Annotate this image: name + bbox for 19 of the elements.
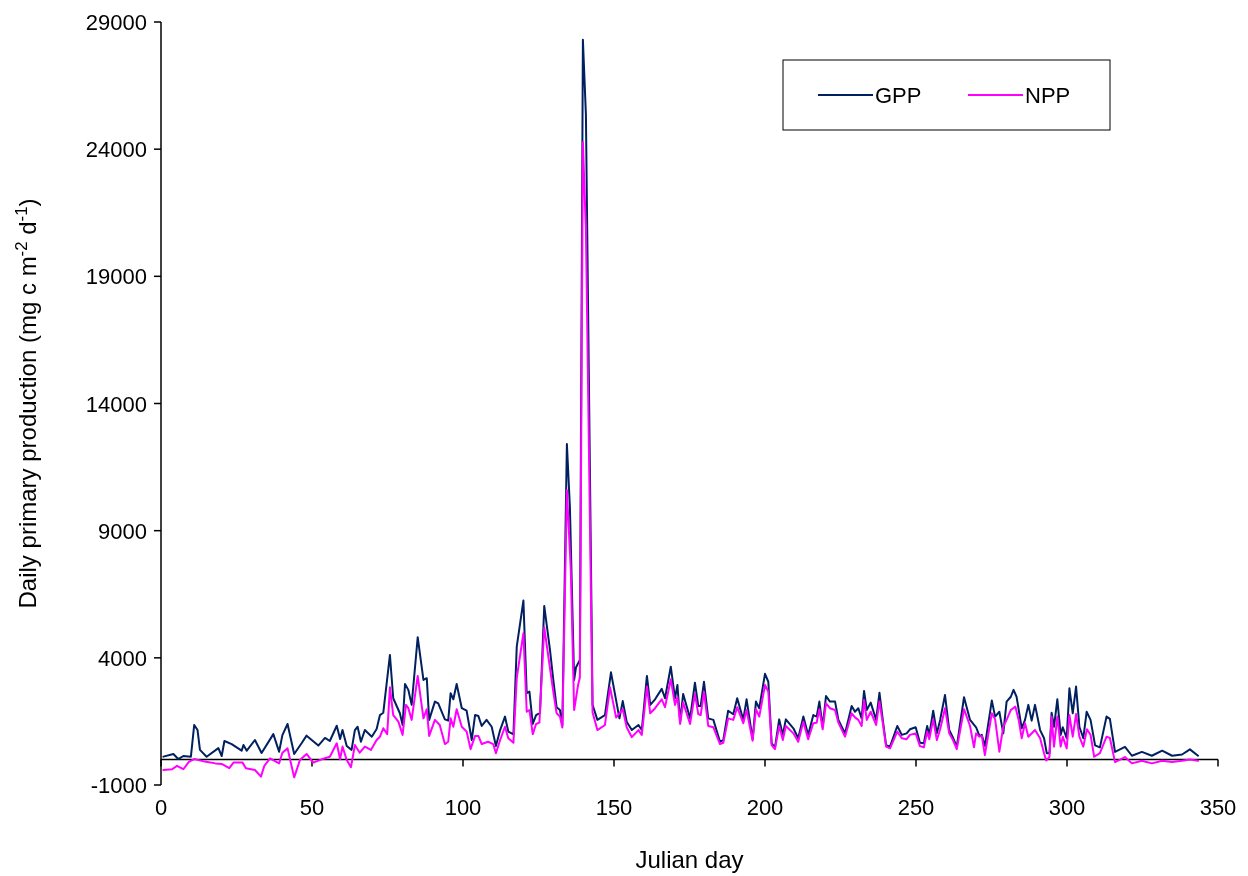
line-series [162,141,1200,779]
x-tick-label: 250 [897,795,935,820]
legend-label: GPP [875,83,922,108]
x-tick-label: 350 [1199,795,1237,820]
x-tick-label: 300 [1048,795,1086,820]
y-tick-label: 4000 [98,645,147,671]
y-tick-label: -1000 [90,773,147,798]
x-tick-label: 200 [746,795,784,820]
y-tick-label: 29000 [85,10,147,35]
x-tick-label: 0 [154,795,168,820]
y-tick-label: 9000 [98,518,147,544]
x-tick-label: 50 [299,795,325,820]
y-tick-label: 14000 [85,391,147,417]
legend-label: NPP [1025,83,1071,108]
y-tick-label: 24000 [85,137,147,163]
x-tick-label: 100 [444,795,482,820]
x-tick-label: 150 [595,795,633,820]
x-axis-title: Julian day [635,846,744,873]
y-tick-label: 19000 [85,264,147,290]
